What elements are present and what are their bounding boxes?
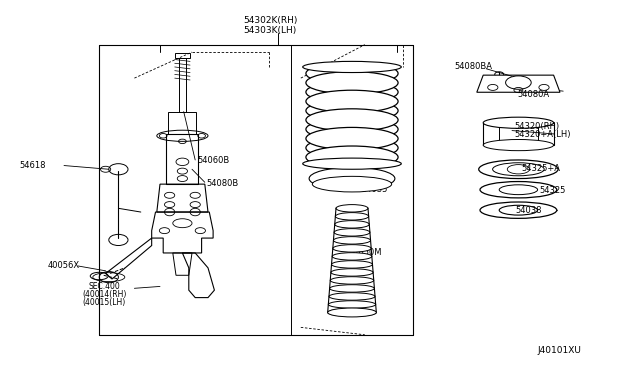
Ellipse shape xyxy=(333,245,371,252)
Ellipse shape xyxy=(306,81,398,103)
Text: (40015(LH): (40015(LH) xyxy=(82,298,125,307)
Polygon shape xyxy=(477,75,560,92)
Bar xyxy=(175,53,190,58)
Text: 54320(RH): 54320(RH) xyxy=(514,122,559,131)
Bar xyxy=(168,112,196,134)
Ellipse shape xyxy=(483,117,554,128)
Text: 40056X: 40056X xyxy=(48,262,80,270)
Text: 54320+A(LH): 54320+A(LH) xyxy=(514,130,570,139)
Ellipse shape xyxy=(508,164,529,174)
Ellipse shape xyxy=(306,99,398,122)
Ellipse shape xyxy=(329,293,375,300)
Ellipse shape xyxy=(306,118,398,141)
Bar xyxy=(483,123,554,145)
Ellipse shape xyxy=(332,253,372,260)
Ellipse shape xyxy=(328,309,376,316)
Ellipse shape xyxy=(306,62,398,85)
Ellipse shape xyxy=(334,229,370,236)
Ellipse shape xyxy=(328,301,376,308)
Text: J40101XU: J40101XU xyxy=(538,346,582,355)
Text: 54618: 54618 xyxy=(19,161,45,170)
Text: 54035: 54035 xyxy=(362,185,388,194)
Text: SEC.400: SEC.400 xyxy=(88,282,120,291)
Ellipse shape xyxy=(303,158,401,169)
Text: 54325+A: 54325+A xyxy=(522,164,561,173)
Text: 54080BA: 54080BA xyxy=(454,62,492,71)
Bar xyxy=(499,126,538,142)
Ellipse shape xyxy=(303,61,401,73)
Bar xyxy=(166,134,198,184)
Ellipse shape xyxy=(333,237,371,244)
Ellipse shape xyxy=(306,127,398,150)
Ellipse shape xyxy=(336,205,368,212)
Ellipse shape xyxy=(332,261,372,268)
Ellipse shape xyxy=(309,167,395,190)
Ellipse shape xyxy=(480,202,557,218)
Text: 54080A: 54080A xyxy=(517,90,549,99)
Text: (40014(RH): (40014(RH) xyxy=(82,291,126,299)
Text: 54038: 54038 xyxy=(515,206,541,215)
Ellipse shape xyxy=(493,163,544,176)
Ellipse shape xyxy=(331,269,373,276)
Text: 54080B: 54080B xyxy=(206,179,238,187)
Text: 54050M: 54050M xyxy=(349,248,382,257)
Ellipse shape xyxy=(328,308,376,317)
Ellipse shape xyxy=(306,71,398,94)
Text: 54060B: 54060B xyxy=(197,156,229,165)
Ellipse shape xyxy=(483,140,554,151)
Ellipse shape xyxy=(330,285,374,292)
Ellipse shape xyxy=(330,277,374,284)
Ellipse shape xyxy=(479,160,558,179)
Ellipse shape xyxy=(312,176,392,192)
Ellipse shape xyxy=(306,146,398,168)
Bar xyxy=(179,58,186,112)
Text: 54325: 54325 xyxy=(540,186,566,195)
Ellipse shape xyxy=(306,90,398,112)
Text: 54302K(RH): 54302K(RH) xyxy=(243,16,298,25)
Ellipse shape xyxy=(335,213,369,220)
Ellipse shape xyxy=(335,221,369,228)
Ellipse shape xyxy=(480,182,557,198)
Text: 54303K(LH): 54303K(LH) xyxy=(243,26,296,35)
Ellipse shape xyxy=(499,185,538,195)
Ellipse shape xyxy=(306,137,398,159)
Ellipse shape xyxy=(306,109,398,131)
Ellipse shape xyxy=(499,205,538,215)
Text: 54010M: 54010M xyxy=(362,158,395,167)
